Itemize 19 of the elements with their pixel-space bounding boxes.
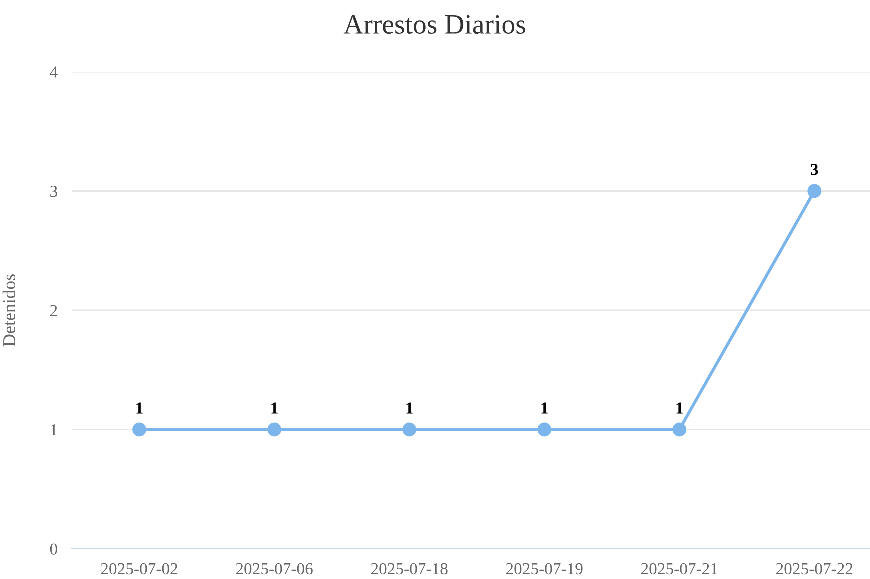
y-tick-label: 2 [50,305,58,316]
y-tick-label: 3 [50,186,58,198]
y-axis-title: Detenidos [2,274,16,347]
x-tick-label: 2025-07-21 [641,563,718,575]
y-tick-label: 0 [50,544,58,555]
chart-title: Arrestos Diarios [344,15,526,34]
data-label: 1 [272,402,278,414]
data-label: 1 [406,402,413,414]
x-tick-label: 2025-07-02 [101,563,178,575]
data-label: 1 [542,402,548,414]
data-label: 1 [676,402,683,414]
x-tick-label: 2025-07-22 [776,563,853,575]
x-tick-label: 2025-07-06 [236,563,313,575]
y-tick-label: 1 [51,424,58,436]
y-tick-label: 4 [50,66,58,78]
data-label: 3 [811,164,818,176]
x-tick-label: 2025-07-19 [506,563,583,575]
data-label: 1 [136,402,143,414]
x-tick-label: 2025-07-18 [371,563,448,575]
